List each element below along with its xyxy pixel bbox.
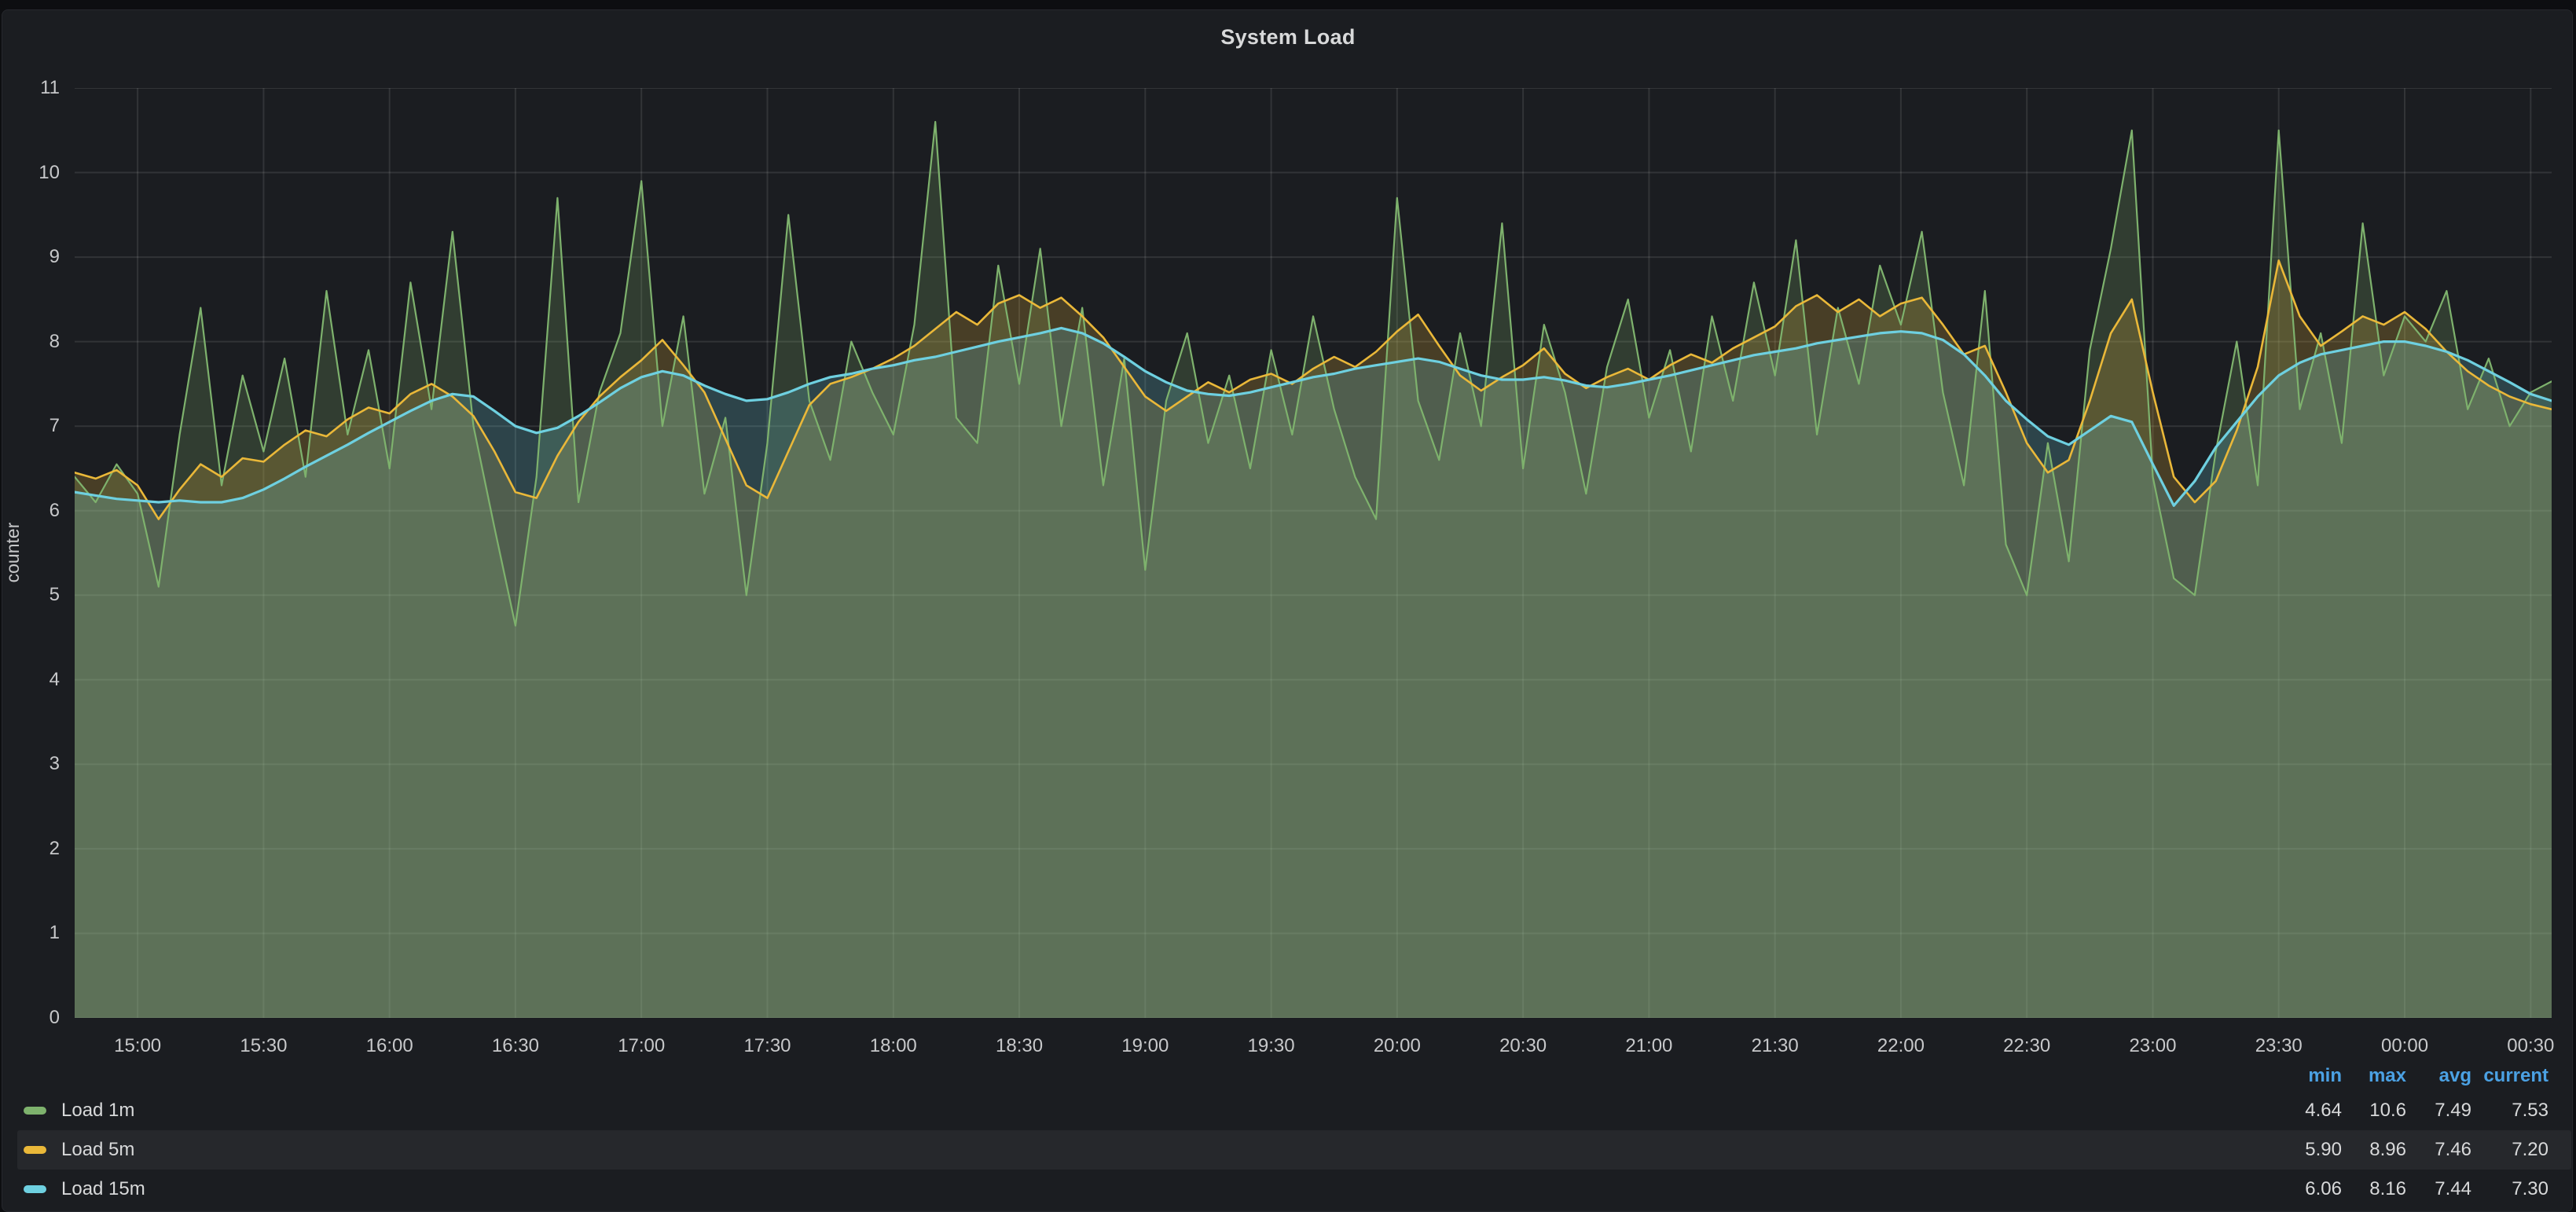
y-tick-11: 11: [11, 76, 60, 100]
legend-stat-current: 7.20: [2471, 1139, 2548, 1161]
load-15m-area: [75, 328, 2552, 1018]
legend-stat-avg: 7.44: [2406, 1178, 2471, 1200]
legend-item-load-5m[interactable]: Load 5m5.908.967.467.20: [17, 1130, 2571, 1170]
legend-series-label[interactable]: Load 15m: [61, 1178, 2224, 1200]
legend-stat-min: 6.06: [2224, 1178, 2342, 1200]
y-tick-6: 6: [11, 499, 60, 523]
legend-series-label[interactable]: Load 5m: [61, 1139, 2224, 1161]
legend-stat-min: 5.90: [2224, 1139, 2342, 1161]
legend-stat-current: 7.53: [2471, 1100, 2548, 1122]
legend-stats-header: minmaxavgcurrent: [17, 1063, 2571, 1089]
panel-title[interactable]: System Load: [0, 24, 2576, 50]
legend-header-max[interactable]: max: [2342, 1065, 2406, 1087]
legend-series-label[interactable]: Load 1m: [61, 1100, 2224, 1122]
y-tick-8: 8: [11, 330, 60, 354]
y-tick-5: 5: [11, 583, 60, 607]
legend: minmaxavgcurrent Load 1m4.6410.67.497.53…: [0, 1052, 2576, 1212]
legend-stat-max: 8.96: [2342, 1139, 2406, 1161]
legend-swatch-load-1m[interactable]: [24, 1107, 46, 1115]
legend-header-min[interactable]: min: [2224, 1065, 2342, 1087]
legend-stat-max: 8.16: [2342, 1178, 2406, 1200]
y-tick-4: 4: [11, 668, 60, 692]
legend-swatch-load-15m[interactable]: [24, 1185, 46, 1193]
legend-swatch-load-5m[interactable]: [24, 1146, 46, 1154]
y-tick-2: 2: [11, 837, 60, 861]
legend-header-avg[interactable]: avg: [2406, 1065, 2471, 1087]
legend-stat-avg: 7.46: [2406, 1139, 2471, 1161]
legend-stat-max: 10.6: [2342, 1100, 2406, 1122]
legend-stat-current: 7.30: [2471, 1178, 2548, 1200]
legend-stat-avg: 7.49: [2406, 1100, 2471, 1122]
y-tick-10: 10: [11, 161, 60, 185]
y-tick-1: 1: [11, 921, 60, 945]
y-tick-3: 3: [11, 752, 60, 776]
legend-item-load-15m[interactable]: Load 15m6.068.167.447.30: [17, 1170, 2571, 1209]
legend-stat-min: 4.64: [2224, 1100, 2342, 1122]
legend-item-load-1m[interactable]: Load 1m4.6410.67.497.53: [17, 1091, 2571, 1130]
y-tick-0: 0: [11, 1006, 60, 1030]
legend-header-current[interactable]: current: [2471, 1065, 2548, 1087]
system-load-chart[interactable]: [75, 88, 2552, 1018]
y-tick-9: 9: [11, 245, 60, 269]
y-tick-7: 7: [11, 414, 60, 438]
grafana-graph-panel-screenshot: { "panel": { "title": "System Load" }, "…: [0, 0, 2576, 1212]
